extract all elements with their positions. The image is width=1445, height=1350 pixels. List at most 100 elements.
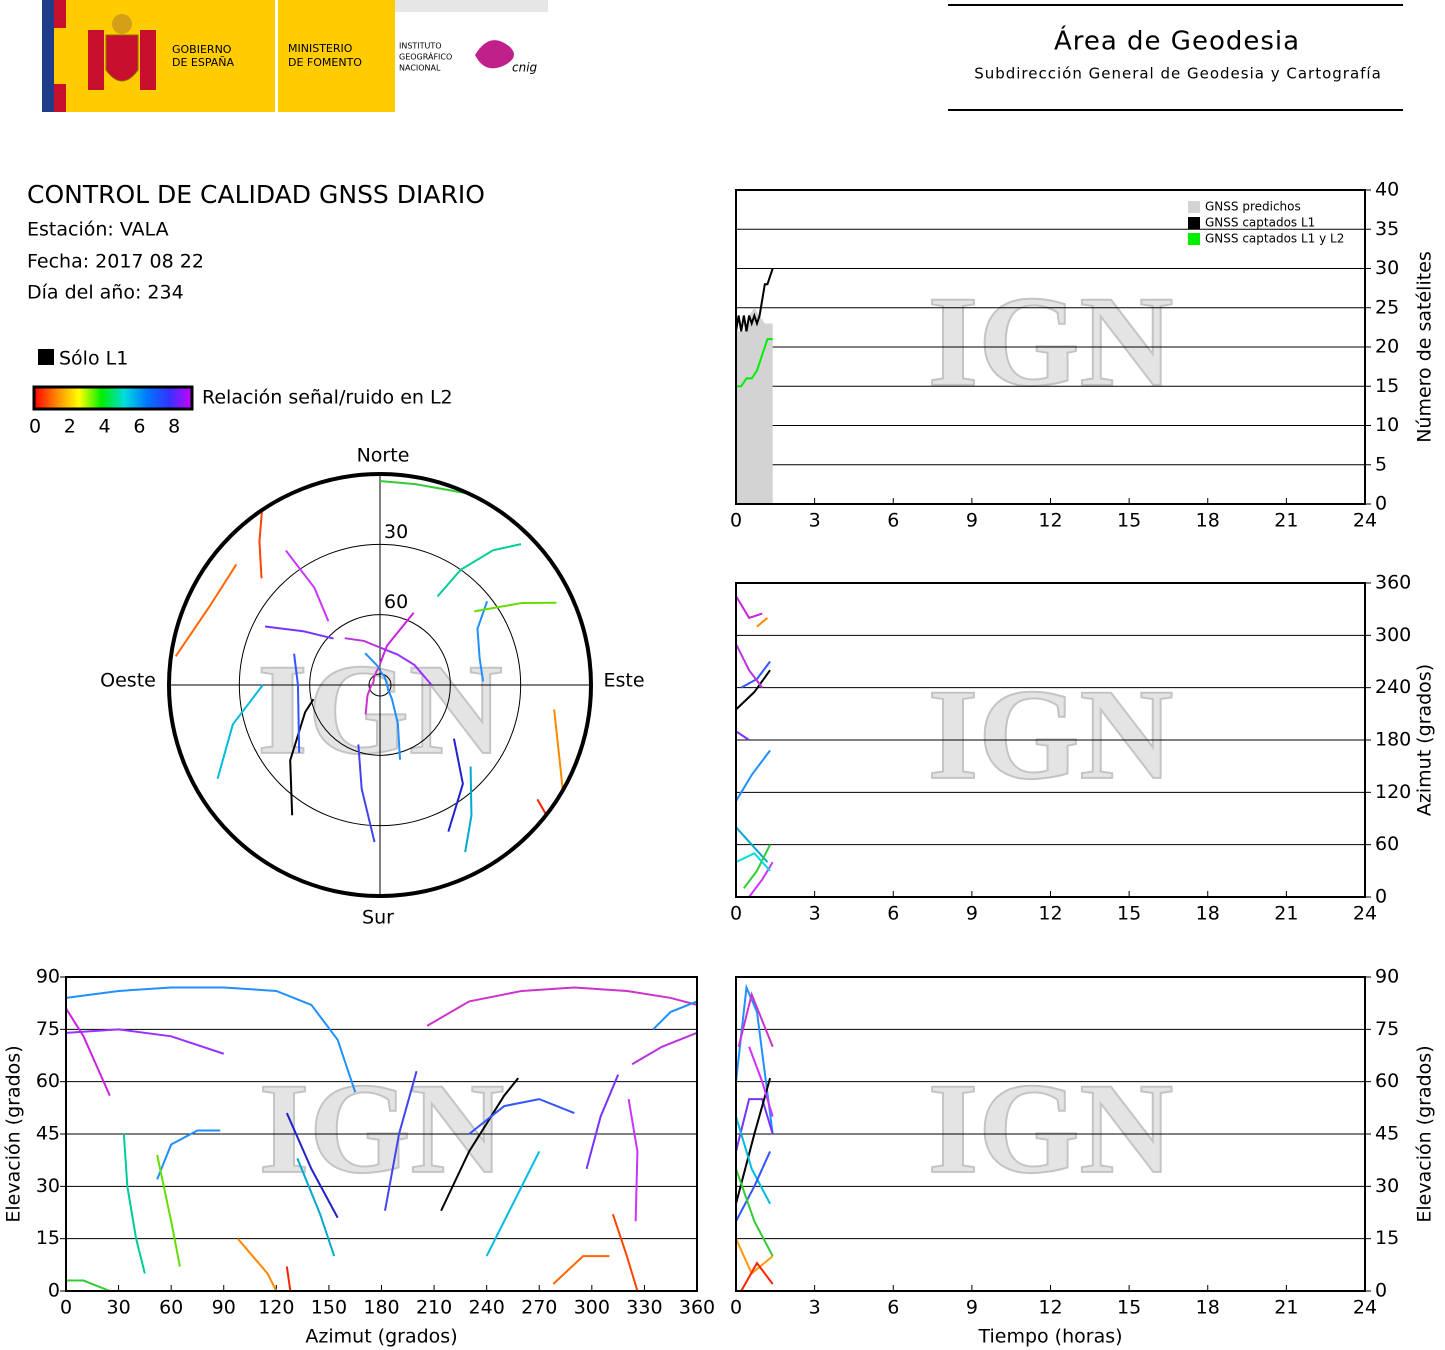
y-tick-label: 300 (1375, 624, 1411, 646)
y-tick-label: 30 (36, 1175, 60, 1197)
track (426, 986, 697, 1027)
colorbar-label: Relación señal/ruido en L2 (202, 387, 453, 409)
track (736, 268, 774, 332)
track (285, 1266, 292, 1291)
x-tick-label: 9 (966, 510, 978, 532)
x-tick-label: 0 (60, 1297, 72, 1319)
x-tick-label: 21 (1274, 1297, 1298, 1319)
x-tick-label: 15 (1117, 1297, 1141, 1319)
zenith-ring (368, 673, 392, 697)
track (285, 549, 330, 622)
elevation-ring (309, 614, 451, 756)
plot-frame (735, 976, 1366, 1292)
x-tick-label: 21 (1274, 510, 1298, 532)
track (122, 1133, 146, 1274)
x-tick-label: 6 (887, 510, 899, 532)
area (736, 307, 773, 504)
track (736, 595, 763, 620)
track (748, 1046, 774, 1117)
plot-frame (735, 189, 1366, 505)
logo-text: GOBIERNO (172, 43, 232, 56)
report-title: CONTROL DE CALIDAD GNSS DIARIO (27, 180, 485, 209)
track (748, 861, 774, 897)
y-tick-label: 0 (1375, 1280, 1387, 1302)
x-tick-label: 21 (1274, 903, 1298, 925)
track (174, 563, 238, 657)
x-tick-label: 300 (574, 1297, 610, 1319)
y-tick-label: 120 (1375, 781, 1411, 803)
y-tick-label: 0 (1375, 886, 1387, 908)
track (552, 1255, 610, 1285)
track (611, 1213, 639, 1291)
watermark: IGN (928, 663, 1174, 807)
logo-text: NACIONAL (399, 64, 441, 73)
x-tick-label: 18 (1196, 1297, 1220, 1319)
track (237, 1238, 278, 1291)
y-tick-label: 20 (1375, 336, 1399, 358)
logo-block: GOBIERNO DE ESPAÑA MINISTERIO DE FOMENTO… (42, 0, 548, 112)
x-tick-label: 120 (258, 1297, 294, 1319)
track (737, 991, 774, 1048)
header-subtitle: Subdirección General de Geodesia y Carto… (974, 65, 1382, 83)
x-tick-label: 210 (416, 1297, 452, 1319)
x-tick-label: 0 (730, 903, 742, 925)
legend-swatch (1188, 217, 1200, 229)
y-tick-label: 5 (1375, 453, 1387, 475)
track (216, 684, 264, 780)
logo-text: GEOGRÁFICO (399, 51, 452, 62)
track (736, 338, 773, 388)
logo-text: DE FOMENTO (288, 56, 362, 69)
track (474, 601, 557, 613)
x-tick-label: 9 (966, 1297, 978, 1319)
flag-stripe (54, 28, 66, 84)
logo-text: INSTITUTO (399, 42, 442, 51)
l1-swatch (38, 349, 54, 365)
y-tick-label: 60 (36, 1070, 60, 1092)
track (631, 1031, 697, 1066)
coat-of-arms (88, 14, 156, 90)
y-tick-label: 25 (1375, 296, 1399, 318)
x-tick-label: 180 (363, 1297, 399, 1319)
header-title: Área de Geodesia (1054, 25, 1300, 57)
x-tick-label: 15 (1117, 510, 1141, 532)
track (627, 1098, 639, 1222)
colorbar-tick-label: 8 (168, 416, 180, 438)
y-tick-label: 15 (1375, 1227, 1399, 1249)
y-tick-label: 30 (1375, 1175, 1399, 1197)
y-tick-label: 15 (36, 1227, 60, 1249)
day-of-year: Día del año: 234 (27, 282, 184, 304)
y-tick-label: 240 (1375, 676, 1411, 698)
y-tick-label: 60 (1375, 1070, 1399, 1092)
track (357, 744, 376, 843)
y-tick-label: 75 (1375, 1018, 1399, 1040)
x-tick-label: 6 (887, 903, 899, 925)
x-tick-label: 0 (730, 1297, 742, 1319)
y-tick-label: 0 (48, 1280, 60, 1302)
y-tick-label: 75 (36, 1018, 60, 1040)
track (756, 617, 769, 628)
direction-label: Norte (357, 445, 410, 467)
x-tick-label: 240 (469, 1297, 505, 1319)
watermark: IGN (928, 270, 1174, 414)
x-tick-label: 18 (1196, 903, 1220, 925)
x-axis-title: Tiempo (horas) (977, 1326, 1122, 1348)
track (736, 730, 750, 741)
plot-frame (65, 976, 698, 1292)
x-tick-label: 150 (311, 1297, 347, 1319)
x-tick-label: 12 (1038, 510, 1062, 532)
track (66, 1279, 111, 1291)
x-tick-label: 12 (1038, 903, 1062, 925)
colorbar-tick-label: 6 (133, 416, 145, 438)
track (736, 1151, 771, 1222)
logo-bar (395, 0, 548, 12)
y-axis-title: Elevación (grados) (1414, 1045, 1436, 1222)
x-tick-label: 24 (1353, 510, 1377, 532)
track (447, 738, 464, 832)
eu-stripe (42, 0, 54, 112)
y-tick-label: 30 (1375, 257, 1399, 279)
track (743, 844, 771, 889)
track (740, 1261, 774, 1291)
y-tick-label: 360 (1375, 572, 1411, 594)
station: Estación: VALA (27, 219, 169, 241)
